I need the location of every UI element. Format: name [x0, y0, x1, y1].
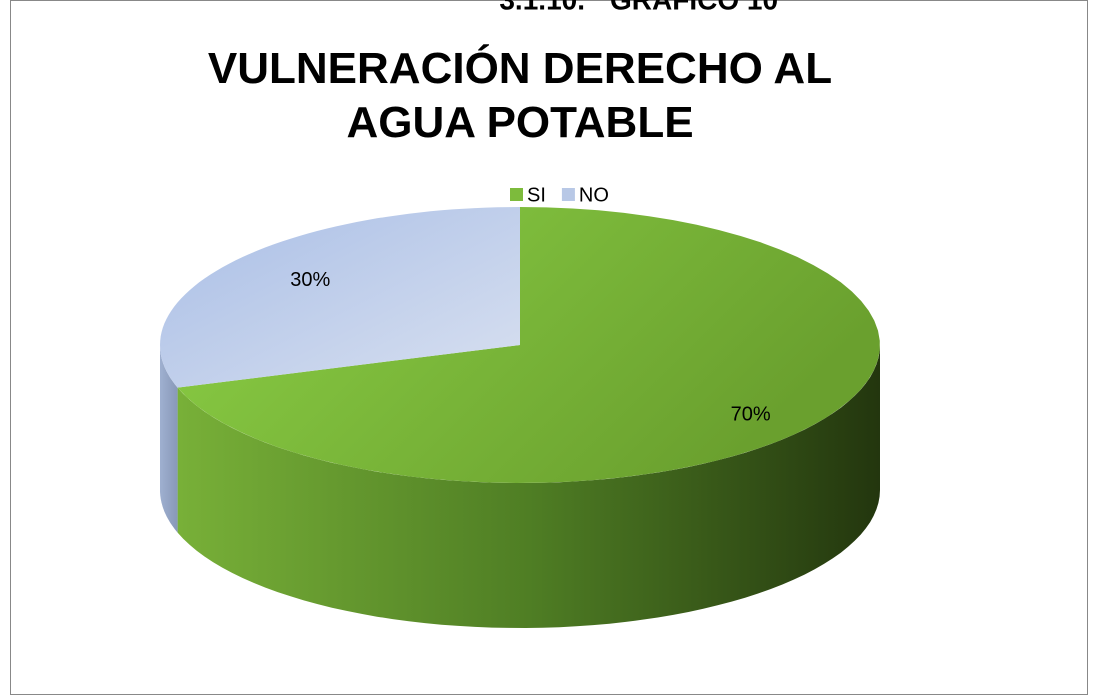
- legend-label: NO: [579, 184, 609, 206]
- slice: [177, 207, 880, 483]
- chart-title: VULNERACIÓN DERECHO AL AGUA POTABLE: [207, 44, 833, 147]
- data-label: 30%: [290, 269, 330, 291]
- legend-swatch: [510, 188, 523, 201]
- heading-text: GRAFICO 10: [610, 0, 778, 15]
- slice-side: [177, 345, 881, 628]
- heading-number: 3.1.10.: [499, 0, 585, 15]
- slice-side: [160, 345, 178, 533]
- legend-swatch: [561, 188, 575, 201]
- slice: [160, 207, 520, 388]
- data-label: 70%: [731, 403, 771, 425]
- legend-label: SI: [527, 184, 546, 206]
